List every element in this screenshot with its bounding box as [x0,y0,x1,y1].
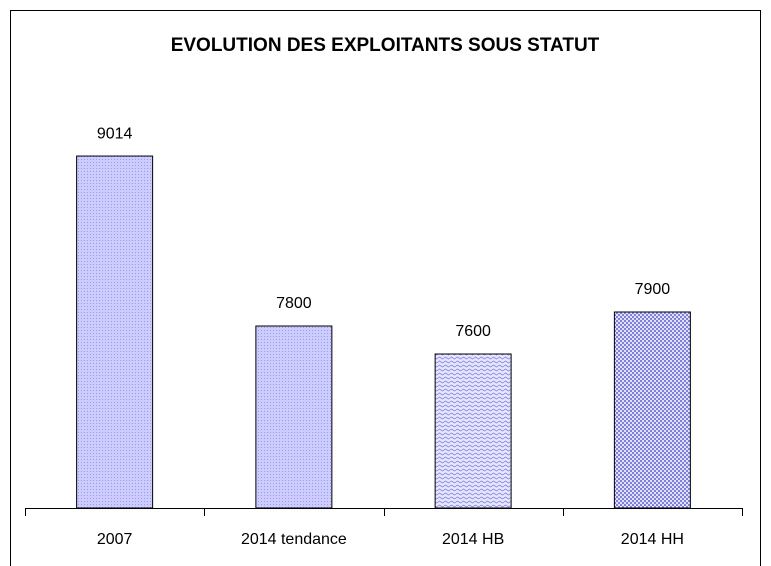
bar [255,325,333,509]
x-tick-label: 2014 tendance [241,531,347,548]
bar [434,353,512,509]
x-tick-label: 2007 [97,531,133,548]
chart-frame [10,10,761,566]
x-tick-label: 2014 HB [442,531,504,548]
bar [613,311,691,509]
value-label: 7600 [455,323,491,340]
bar [76,155,154,509]
value-label: 7800 [276,295,312,312]
x-tick-label: 2014 HH [621,531,684,548]
value-label: 9014 [97,125,133,142]
chart-title: EVOLUTION DES EXPLOITANTS SOUS STATUT [171,35,600,56]
value-label: 7900 [635,281,671,298]
